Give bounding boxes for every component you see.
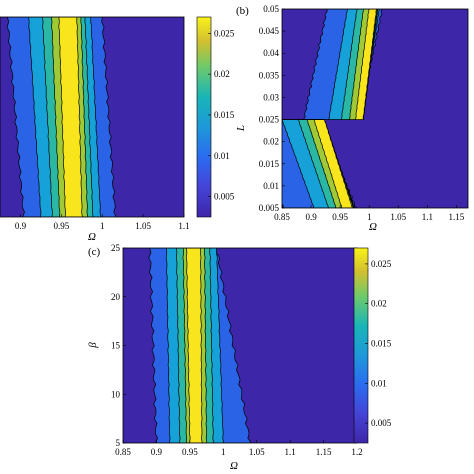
panel-c-xtick-label: 1 [221, 447, 226, 457]
panel-b-xtick-label: 1.15 [449, 212, 465, 222]
panel-b: (b) 0.85 0.9 0.95 1 1.05 1.1 1.15 0.05 0.045 0.04… [235, 4, 469, 233]
panel-b-xtick-label: 0.9 [305, 212, 317, 222]
panel-b-xtick-label: 0.95 [332, 212, 348, 222]
panel-b-ytick-label: 0.035 [259, 70, 280, 80]
panel-b-ytick-label: 0.03 [263, 92, 279, 102]
panel-a-xtick-label: 1.1 [178, 221, 189, 231]
panel-a-colorbar-tick-label: 0.025 [214, 28, 235, 38]
panel-b-ytick-label: 0.005 [259, 203, 280, 213]
panel-b-contour-region [354, 9, 377, 120]
panel-b-xlabel: Ω [369, 221, 377, 233]
panel-c-xlabel: Ω [230, 460, 238, 472]
panel-c-ytick-label: 15 [111, 341, 121, 351]
panel-c-ylabel: β [87, 342, 99, 349]
panel-b-ytick-label: 0.01 [263, 181, 279, 191]
panel-c: (c) 0.85 0.9 0.95 1 1.05 1.1 1.15 1.2252015105 … [87, 243, 392, 472]
panel-a-colorbar-tick-label: 0.02 [214, 69, 230, 79]
panel-c-xtick-label: 0.95 [182, 447, 198, 457]
panel-a-colorbar-tick-label: 0.005 [214, 192, 235, 202]
panel-a-xtick-label: 1 [100, 221, 105, 231]
panel-c-colorbar-tick-label: 0.005 [371, 418, 392, 428]
panel-a-colorbar [196, 16, 212, 218]
panel-c-xtick-label: 1.15 [316, 447, 332, 457]
panel-c-xtick-label: 1.05 [249, 447, 265, 457]
panel-a-xtick-label: 0.9 [15, 221, 27, 231]
panel-b-ytick-label: 0.025 [259, 115, 280, 125]
panel-b-xtick-label: 1 [367, 212, 372, 222]
panel-a: 0.9 0.95 1 1.05 1.1 Ω 0.025 0.02 0.015 0.01 0.00… [0, 16, 235, 243]
panel-c-colorbar-tick-label: 0.02 [371, 299, 387, 309]
panel-b-xtick-label: 1.1 [422, 212, 433, 222]
panel-a-colorbar-tick-label: 0.01 [214, 151, 230, 161]
panel-a-xtick-label: 0.95 [53, 221, 69, 231]
panel-b-label: (b) [236, 5, 249, 17]
panel-c-colorbar-tick-label: 0.025 [371, 259, 392, 269]
panel-c-ytick-label: 20 [111, 292, 121, 302]
panel-c-colorbar-tick-label: 0.01 [371, 378, 387, 388]
panel-b-ytick-label: 0.015 [259, 159, 280, 169]
panel-b-ylabel: L [235, 125, 247, 132]
panel-b-ytick-label: 0.04 [263, 48, 279, 58]
panel-a-xlabel: Ω [88, 231, 96, 243]
panel-c-ytick-label: 5 [116, 438, 121, 448]
panel-b-contour-region [313, 119, 354, 208]
panel-a-xtick-label: 1.05 [135, 221, 151, 231]
panel-a-colorbar-tick-label: 0.015 [214, 110, 235, 120]
panel-c-xtick-label: 0.9 [151, 447, 163, 457]
panel-a-contour-band [58, 17, 83, 217]
panel-c-ytick-label: 25 [111, 243, 121, 253]
panel-c-colorbar [353, 247, 369, 444]
panel-c-label: (c) [88, 246, 101, 258]
panel-b-xtick-label: 1.05 [390, 212, 406, 222]
panel-c-xtick-label: 0.85 [115, 447, 131, 457]
panel-b-ytick-label: 0.045 [259, 26, 280, 36]
panel-b-xtick-label: 0.85 [274, 212, 290, 222]
panel-b-ytick-label: 0.02 [263, 137, 279, 147]
panel-b-ytick-label: 0.05 [263, 4, 279, 14]
panel-c-xtick-label: 1.1 [285, 447, 296, 457]
panel-c-ytick-label: 10 [111, 389, 121, 399]
panel-c-contour-band [185, 248, 203, 443]
panel-c-colorbar-tick-label: 0.015 [371, 339, 392, 349]
panel-c-xtick-label: 1.2 [351, 447, 362, 457]
